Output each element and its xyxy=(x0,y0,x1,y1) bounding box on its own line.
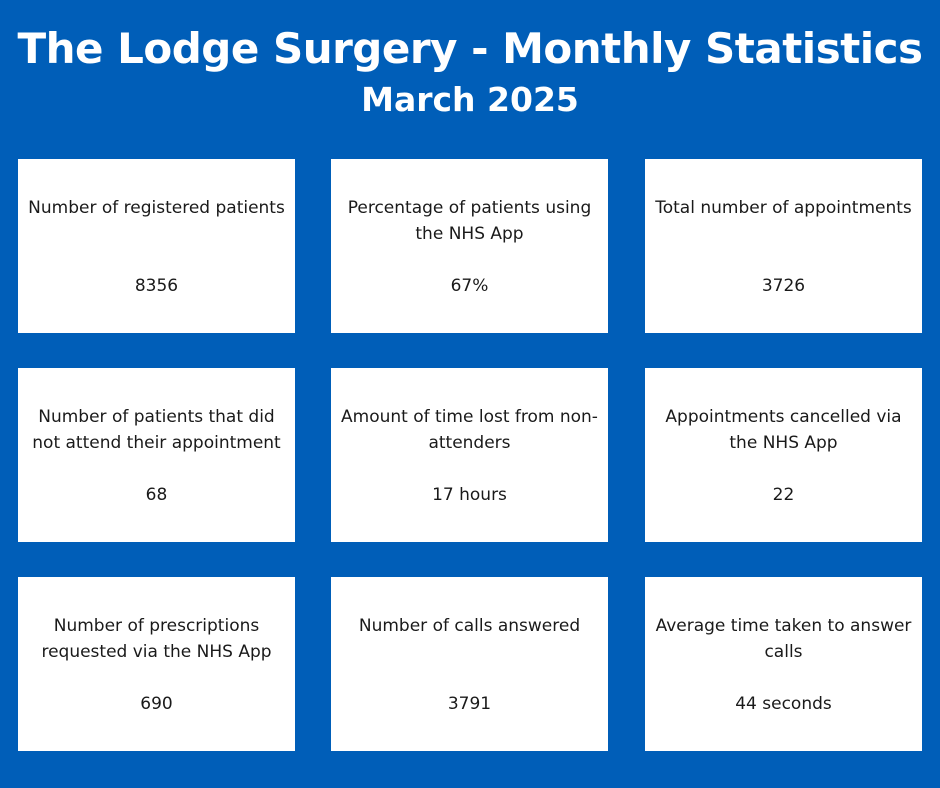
stat-value: 3726 xyxy=(761,276,806,296)
stat-card-time-lost: Amount of time lost from non-attenders 1… xyxy=(331,368,608,542)
stat-value: 3791 xyxy=(447,694,492,714)
stat-card-prescriptions: Number of prescriptions requested via th… xyxy=(18,577,295,751)
stat-value: 44 seconds xyxy=(735,694,832,714)
stat-label: Percentage of patients using the NHS App xyxy=(347,198,592,244)
stat-value: 8356 xyxy=(134,276,179,296)
stat-value: 22 xyxy=(772,485,795,505)
stat-label: Number of prescriptions requested via th… xyxy=(41,616,272,662)
stat-card-nhs-app-usage: Percentage of patients using the NHS App… xyxy=(331,159,608,333)
stat-card-answer-time: Average time taken to answer calls 44 se… xyxy=(645,577,922,751)
stat-label: Total number of appointments xyxy=(655,198,912,218)
stat-label: Appointments cancelled via the NHS App xyxy=(665,407,902,453)
stat-label: Average time taken to answer calls xyxy=(655,616,912,662)
stat-card-registered-patients: Number of registered patients 8356 xyxy=(18,159,295,333)
stat-card-did-not-attend: Number of patients that did not attend t… xyxy=(18,368,295,542)
stat-card-cancelled-via-app: Appointments cancelled via the NHS App 2… xyxy=(645,368,922,542)
stat-value: 690 xyxy=(140,694,173,714)
stat-label: Number of patients that did not attend t… xyxy=(32,407,281,453)
stat-label: Amount of time lost from non-attenders xyxy=(341,407,598,453)
stat-card-total-appointments: Total number of appointments 3726 xyxy=(645,159,922,333)
page-subtitle: March 2025 xyxy=(361,80,579,119)
stat-label: Number of calls answered xyxy=(358,616,581,636)
stat-value: 68 xyxy=(145,485,168,505)
page-title: The Lodge Surgery - Monthly Statistics xyxy=(17,24,923,73)
stat-label: Number of registered patients xyxy=(28,198,285,218)
stat-value: 67% xyxy=(450,276,489,296)
stat-card-calls-answered: Number of calls answered 3791 xyxy=(331,577,608,751)
stat-value: 17 hours xyxy=(432,485,507,505)
